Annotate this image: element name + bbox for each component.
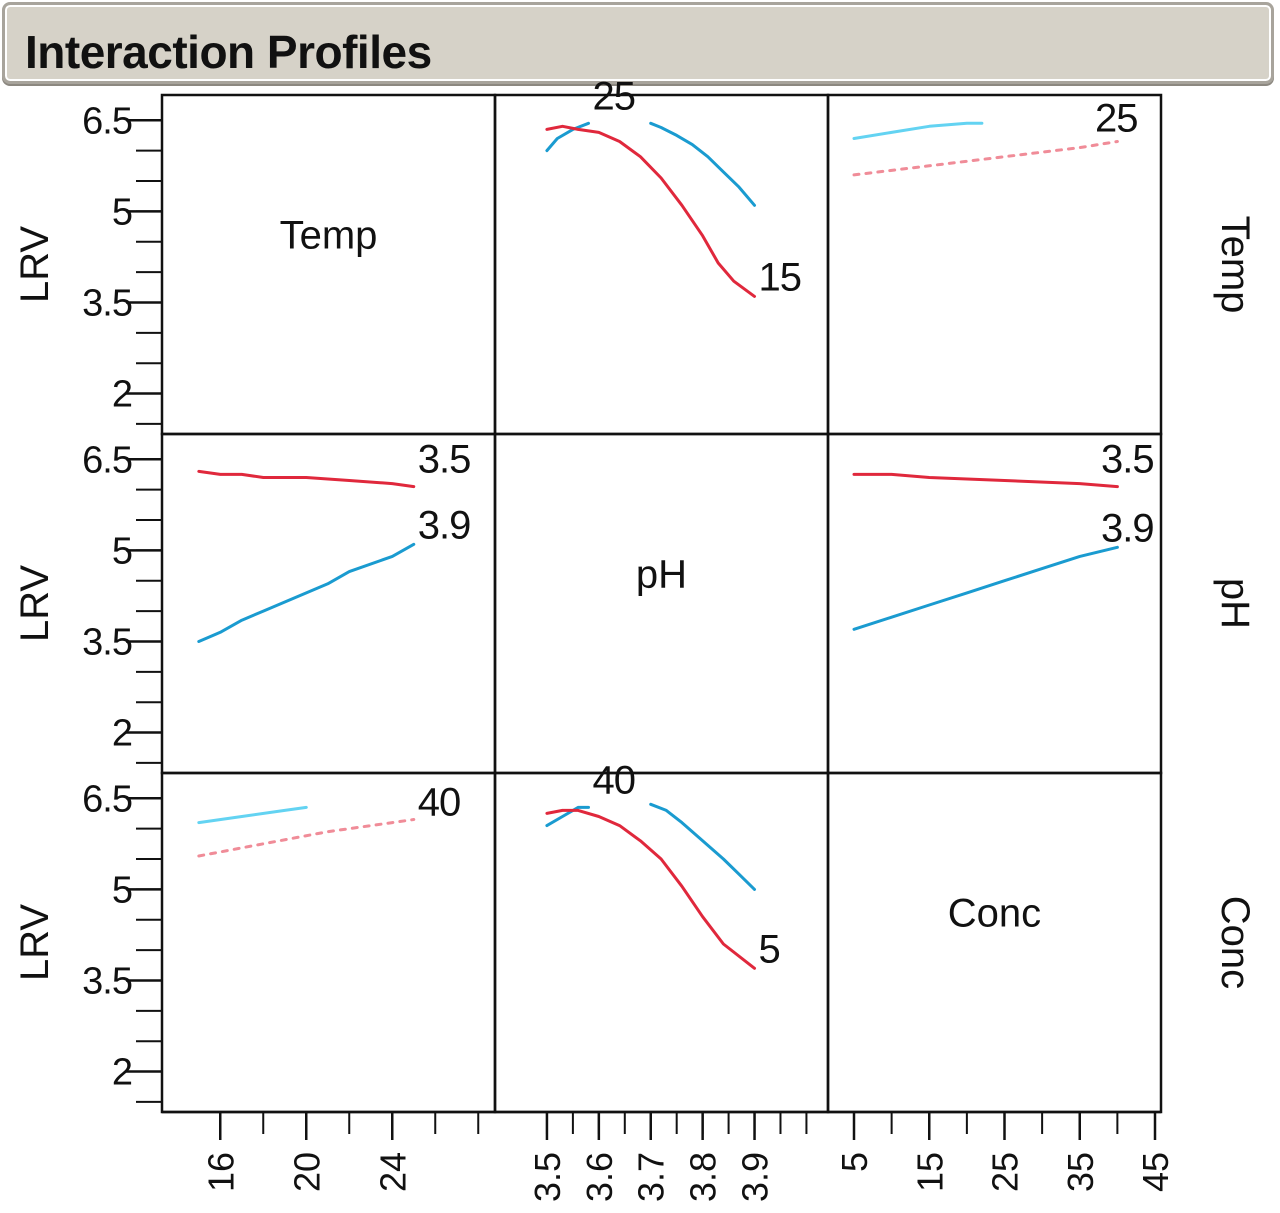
chart-title: Interaction Profiles <box>25 26 432 78</box>
series-label: 40 <box>592 758 635 802</box>
series-line <box>197 805 308 825</box>
series-label: 25 <box>592 74 635 118</box>
diagonal-factor-label: pH <box>636 553 687 597</box>
series-line <box>197 469 416 489</box>
series-line <box>852 140 1119 177</box>
series-line <box>852 545 1119 631</box>
row-factor-label: pH <box>1213 578 1257 629</box>
x-tick-label: 3.8 <box>683 1152 724 1202</box>
x-tick-label: 16 <box>200 1152 241 1192</box>
y-tick-label: 5 <box>112 191 132 233</box>
x-tick-label: 3.6 <box>579 1152 620 1202</box>
series-label: 3.9 <box>418 503 471 547</box>
x-tick-label: 24 <box>372 1152 413 1192</box>
panel-frame <box>160 432 497 775</box>
series-line <box>545 808 756 970</box>
x-tick-label: 3.5 <box>527 1152 568 1202</box>
x-tick-label: 20 <box>286 1152 327 1192</box>
series-line <box>197 818 416 858</box>
series-label: 3.5 <box>1101 438 1154 482</box>
series-line <box>545 124 756 298</box>
y-tick-label: 2 <box>112 713 132 755</box>
panel-frame <box>826 771 1163 1114</box>
y-tick-label: 2 <box>112 374 132 416</box>
x-tick-label: 15 <box>909 1152 950 1192</box>
panel-frame <box>160 93 497 436</box>
y-tick-label: 3.5 <box>82 282 132 324</box>
diagonal-factor-label: Temp <box>280 214 378 258</box>
title-bar: Interaction Profiles <box>2 2 1274 84</box>
series-line <box>545 121 590 153</box>
row-factor-label: Conc <box>1213 896 1257 989</box>
series-label: 25 <box>1095 96 1138 140</box>
series-line <box>852 472 1119 489</box>
series-line <box>852 121 984 140</box>
series-label: 5 <box>759 927 780 971</box>
y-tick-label: 6.5 <box>82 100 132 142</box>
series-label: 15 <box>759 255 802 299</box>
series-line <box>649 802 756 891</box>
x-tick-label: 45 <box>1135 1152 1176 1192</box>
y-tick-label: 3.5 <box>82 621 132 663</box>
row-factor-label: Temp <box>1213 216 1257 314</box>
y-axis-label: LRV <box>13 226 57 303</box>
series-label: 3.9 <box>1101 506 1154 550</box>
series-label: 40 <box>418 780 461 824</box>
y-tick-label: 6.5 <box>82 778 132 820</box>
x-tick-label: 25 <box>985 1152 1026 1192</box>
y-tick-label: 5 <box>112 869 132 911</box>
series-line <box>649 121 756 207</box>
x-tick-label: 3.9 <box>735 1152 776 1202</box>
diagonal-factor-label: Conc <box>948 892 1041 936</box>
y-tick-label: 6.5 <box>82 439 132 481</box>
y-axis-label: LRV <box>13 904 57 981</box>
x-tick-label: 3.7 <box>631 1152 672 1202</box>
series-line <box>197 542 416 643</box>
y-tick-label: 2 <box>112 1052 132 1094</box>
x-tick-label: 35 <box>1060 1152 1101 1192</box>
series-label: 3.5 <box>418 438 471 482</box>
y-axis-label: LRV <box>13 565 57 642</box>
series-line <box>545 805 590 828</box>
y-tick-label: 5 <box>112 530 132 572</box>
panel-frame <box>826 93 1163 436</box>
panel-frame <box>493 432 830 775</box>
x-tick-label: 5 <box>834 1152 875 1172</box>
y-tick-label: 3.5 <box>82 960 132 1002</box>
